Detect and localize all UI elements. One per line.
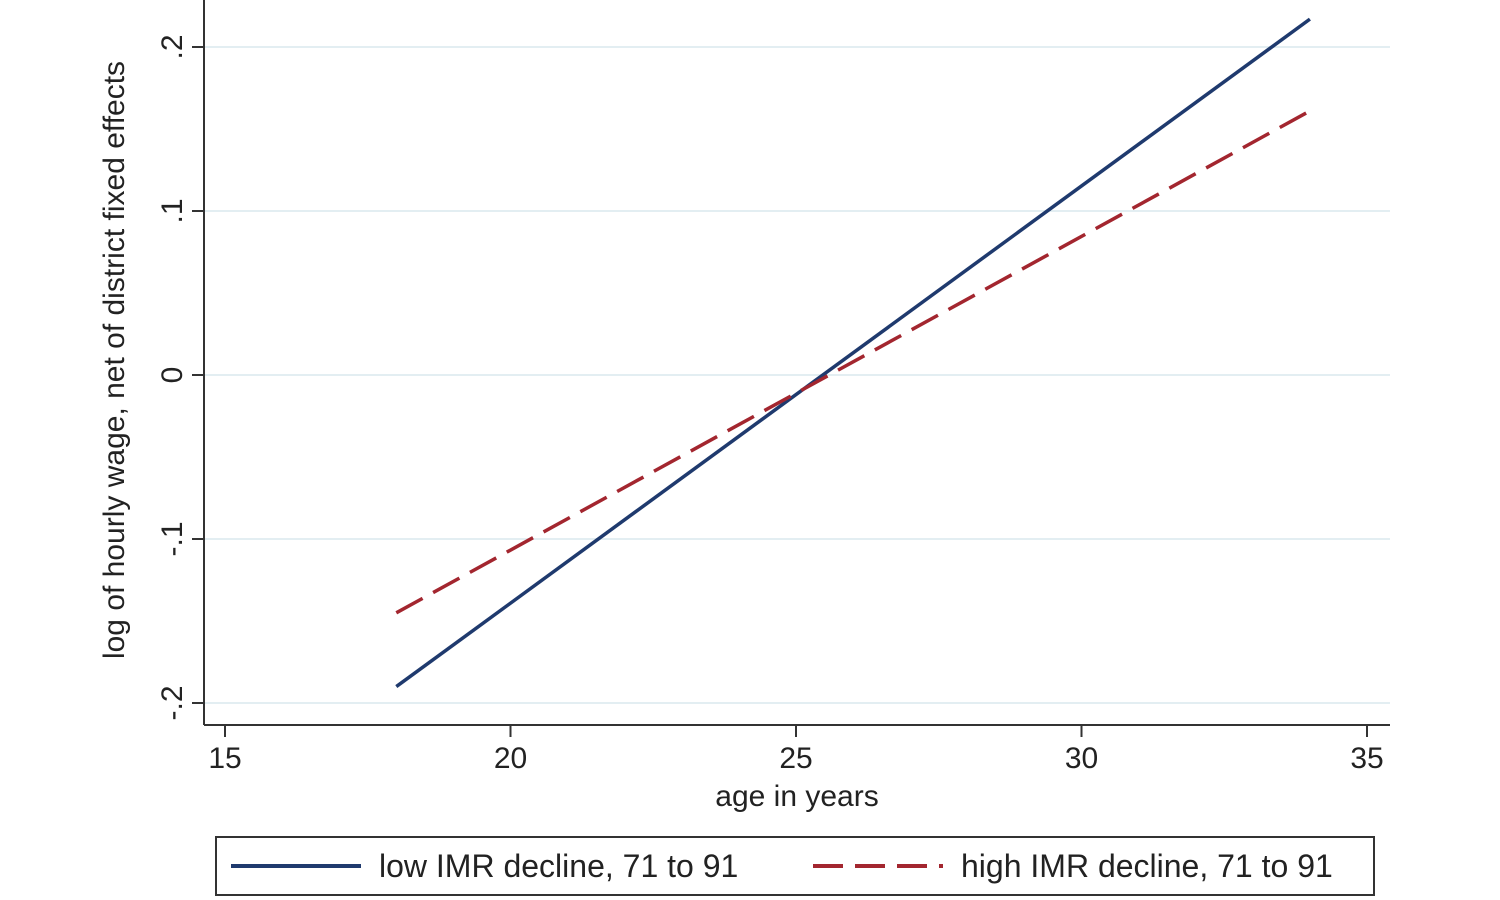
y-tick-label: -.1	[156, 521, 189, 556]
series-line-low-imr	[395, 17, 1311, 689]
x-ticks: 15 20 25 30 35	[208, 725, 1384, 775]
series-line-high-imr	[395, 109, 1311, 615]
x-tick-label: 35	[1350, 742, 1383, 775]
legend-swatch-high-imr	[813, 864, 943, 868]
legend: low IMR decline, 71 to 91 high IMR decli…	[215, 836, 1375, 896]
legend-swatch-low-imr	[231, 864, 361, 868]
x-tick-label: 25	[779, 742, 812, 775]
x-tick-label: 20	[494, 742, 527, 775]
series-lines	[395, 17, 1311, 689]
y-tick-label: .2	[156, 34, 189, 59]
y-ticks: -.2 -.1 0 .1 .2	[156, 34, 204, 721]
y-tick-label: 0	[156, 367, 189, 384]
legend-label-high-imr: high IMR decline, 71 to 91	[961, 847, 1333, 884]
x-axis-label: age in years	[715, 780, 878, 813]
grid-lines	[204, 46, 1390, 704]
legend-label-low-imr: low IMR decline, 71 to 91	[379, 847, 739, 884]
y-tick-label: .1	[156, 198, 189, 223]
x-tick-label: 30	[1065, 742, 1098, 775]
legend-item-low-imr: low IMR decline, 71 to 91	[231, 838, 738, 894]
y-tick-label: -.2	[156, 685, 189, 720]
legend-item-high-imr: high IMR decline, 71 to 91	[813, 838, 1333, 894]
axes	[203, 0, 1390, 726]
x-tick-label: 15	[208, 742, 241, 775]
y-axis-label: log of hourly wage, net of district fixe…	[98, 61, 131, 659]
